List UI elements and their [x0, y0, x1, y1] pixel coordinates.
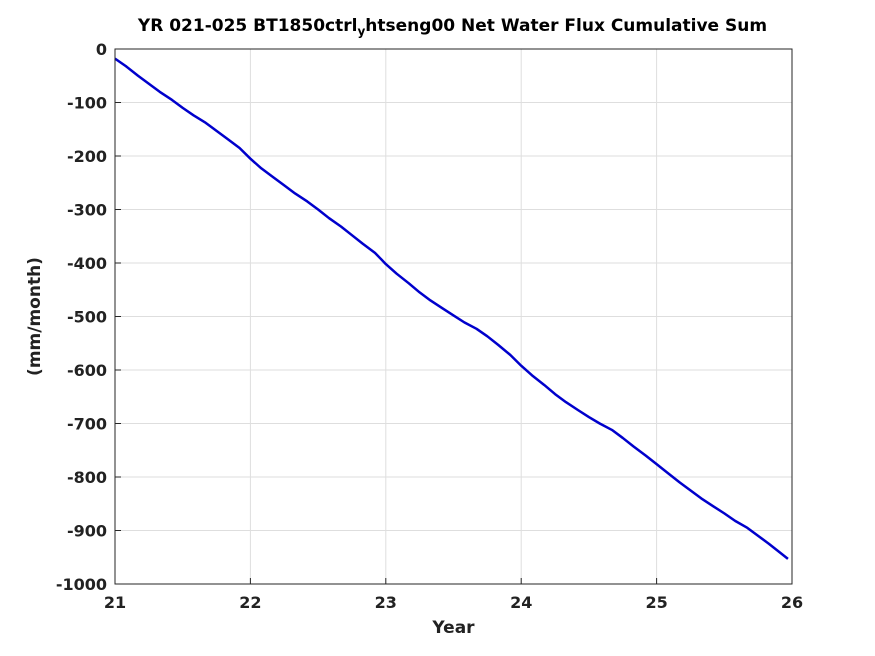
y-tick-label: -900 [67, 522, 107, 541]
x-tick-labels: 21 22 23 24 25 26 [104, 593, 803, 612]
x-tick-label: 21 [104, 593, 126, 612]
chart-title: YR 021-025 BT1850ctrlyhtseng00 Net Water… [137, 16, 768, 39]
plot-frame [114, 48, 793, 585]
x-tick-label: 26 [781, 593, 803, 612]
y-tick-label: -1000 [56, 575, 107, 594]
y-axis-label: (mm/month) [25, 257, 45, 376]
x-axis-label: Year [431, 618, 475, 638]
y-tick-label: 0 [96, 40, 107, 59]
y-tick-label: -100 [67, 94, 107, 113]
y-tick-label: -500 [67, 308, 107, 327]
y-tick-label: -800 [67, 468, 107, 487]
x-tick-label: 23 [375, 593, 397, 612]
series-line [114, 57, 789, 560]
x-tick-label: 24 [510, 593, 532, 612]
y-tick-label: -700 [67, 415, 107, 434]
y-tick-label: -400 [67, 254, 107, 273]
y-tick-label: -600 [67, 361, 107, 380]
x-tick-label: 22 [239, 593, 261, 612]
y-tick-label: -300 [67, 201, 107, 220]
x-tick-label: 25 [645, 593, 667, 612]
y-tick-labels: 0 -100 -200 -300 -400 -500 -600 -700 -800 -900 -10… [56, 40, 107, 594]
y-tick-label: -200 [67, 147, 107, 166]
